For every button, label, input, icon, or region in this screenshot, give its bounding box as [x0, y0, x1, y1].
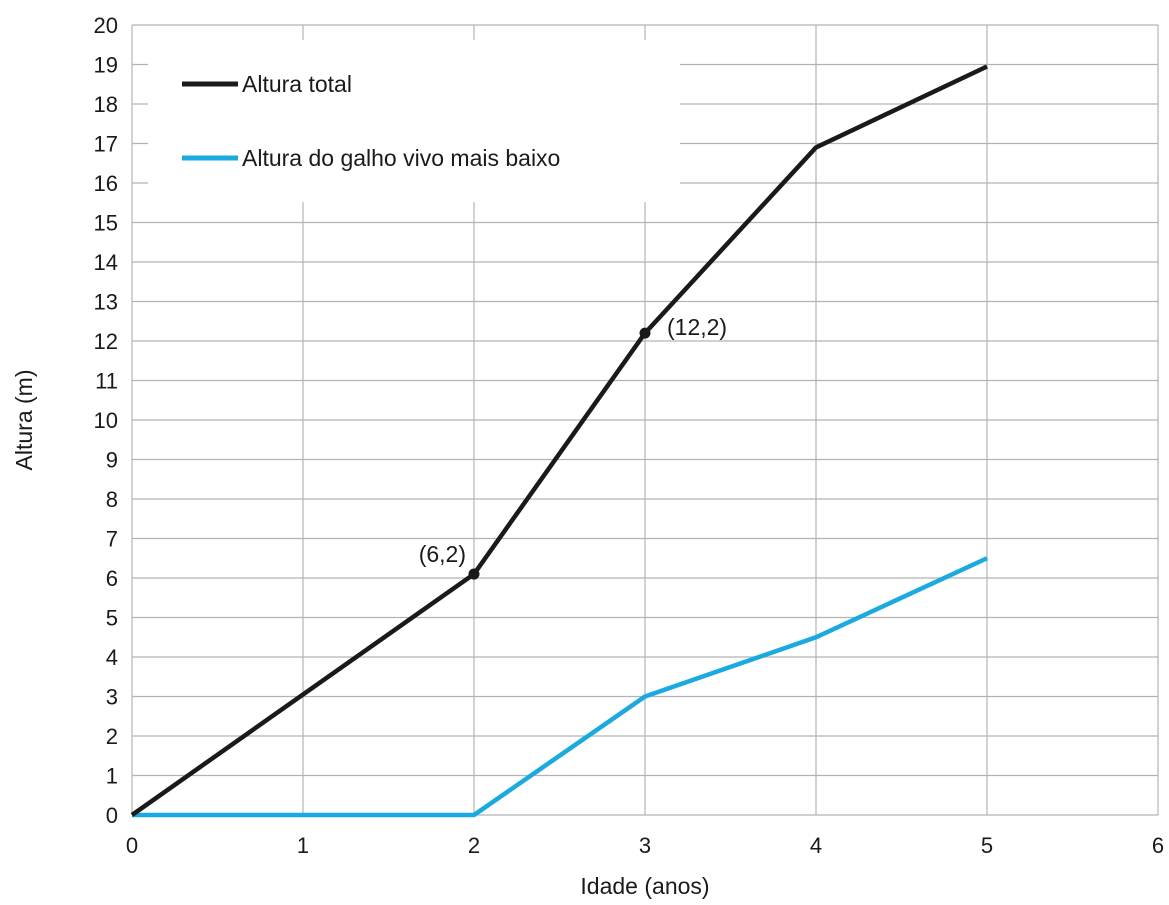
y-tick-label: 1: [106, 764, 118, 789]
y-tick-label: 2: [106, 724, 118, 749]
legend-label: Altura total: [242, 71, 352, 97]
y-tick-label: 8: [106, 487, 118, 512]
y-tick-label: 13: [94, 290, 118, 315]
legend: Altura total Altura do galho vivo mais ba…: [148, 40, 680, 202]
x-tick-label: 6: [1152, 833, 1164, 858]
y-tick-label: 17: [94, 132, 118, 157]
y-tick-label: 15: [94, 211, 118, 236]
x-tick-label: 1: [297, 833, 309, 858]
y-tick-label: 6: [106, 566, 118, 591]
y-tick-label: 7: [106, 527, 118, 552]
y-tick-label: 20: [94, 13, 118, 38]
annotation-layer: (6,2) (12,2): [419, 314, 727, 580]
y-tick-label: 12: [94, 329, 118, 354]
y-tick-label: 10: [94, 408, 118, 433]
x-tick-label: 0: [126, 833, 138, 858]
y-tick-label: 11: [95, 369, 118, 394]
y-tick-label: 19: [94, 53, 118, 78]
x-tick-label: 3: [639, 833, 651, 858]
x-tick-label: 2: [468, 833, 480, 858]
y-tick-label: 14: [94, 250, 118, 275]
x-tick-label: 5: [981, 833, 993, 858]
y-tick-label: 9: [106, 448, 118, 473]
y-tick-label: 4: [106, 645, 118, 670]
annotation-label: (12,2): [667, 314, 727, 340]
annotation-point: [639, 327, 651, 339]
y-axis-label: Altura (m): [11, 370, 37, 471]
annotation-label: (6,2): [419, 541, 466, 567]
y-tick-label: 3: [106, 685, 118, 710]
legend-label: Altura do galho vivo mais baixo: [242, 145, 560, 171]
x-axis-label: Idade (anos): [580, 873, 709, 899]
series-line-galho-vivo: [132, 556, 988, 818]
y-tick-label: 16: [94, 171, 118, 196]
y-tick-label: 18: [94, 92, 118, 117]
x-tick-label: 4: [810, 833, 822, 858]
y-tick-label: 0: [106, 803, 118, 828]
y-tick-label: 5: [106, 606, 118, 631]
legend-background: [148, 40, 680, 202]
annotation-point: [468, 568, 480, 580]
